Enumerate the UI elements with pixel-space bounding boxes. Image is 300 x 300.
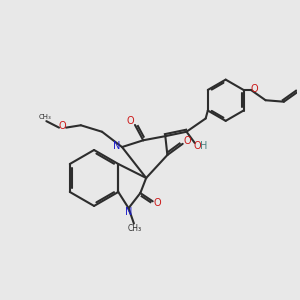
- Text: N: N: [113, 141, 120, 151]
- Text: O: O: [154, 198, 161, 208]
- Text: O: O: [194, 142, 201, 152]
- Text: O: O: [59, 121, 66, 131]
- Text: O: O: [250, 84, 258, 94]
- Text: H: H: [200, 142, 207, 152]
- Text: N: N: [125, 207, 133, 217]
- Text: O: O: [126, 116, 134, 126]
- Text: CH₃: CH₃: [38, 114, 51, 120]
- Text: O: O: [184, 136, 191, 146]
- Text: CH₃: CH₃: [128, 224, 142, 233]
